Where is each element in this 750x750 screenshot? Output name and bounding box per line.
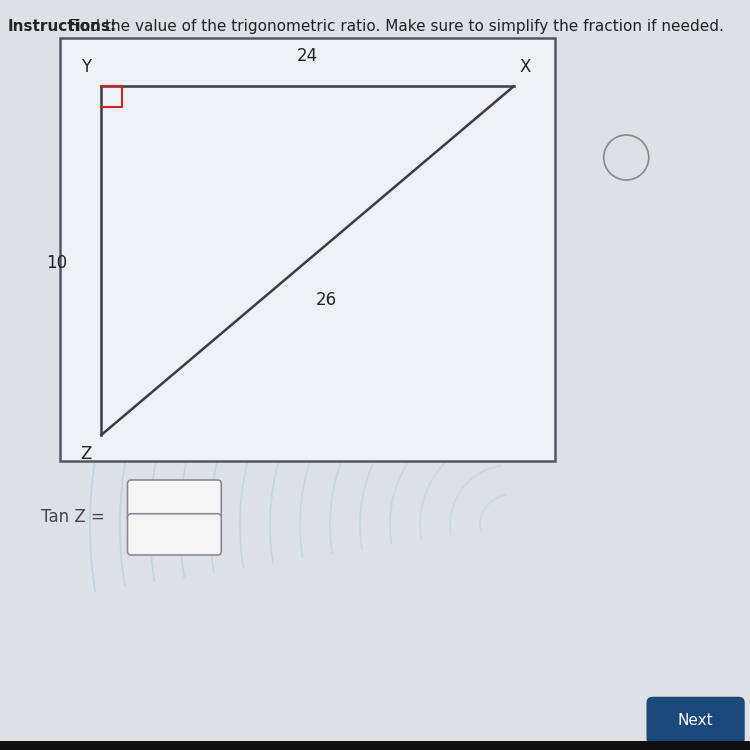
Text: Find the value of the trigonometric ratio. Make sure to simplify the fraction if: Find the value of the trigonometric rati… (64, 19, 724, 34)
FancyBboxPatch shape (128, 514, 221, 555)
Text: Instructions:: Instructions: (8, 19, 117, 34)
FancyBboxPatch shape (646, 697, 745, 745)
Text: Tan Z =: Tan Z = (41, 509, 105, 526)
Bar (60, 38, 555, 461)
Text: X: X (519, 58, 531, 76)
Text: Z: Z (80, 445, 92, 463)
FancyBboxPatch shape (128, 480, 221, 521)
Text: 26: 26 (316, 291, 337, 309)
Text: 24: 24 (297, 47, 318, 65)
Text: Next: Next (678, 713, 713, 728)
Text: 10: 10 (46, 254, 67, 272)
Bar (0, 741, 750, 750)
Text: Y: Y (81, 58, 92, 76)
